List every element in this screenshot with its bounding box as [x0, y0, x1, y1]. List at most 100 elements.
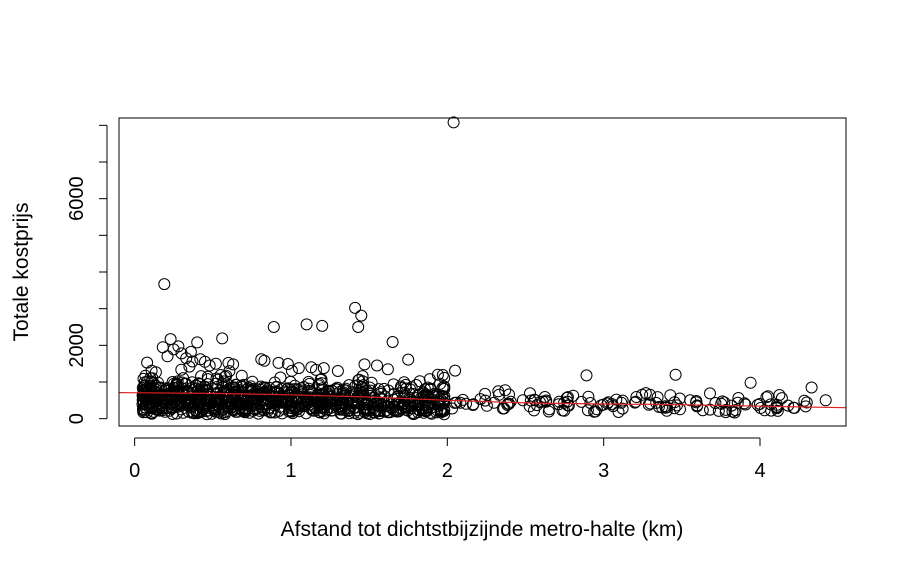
data-point — [208, 401, 221, 414]
data-point — [217, 375, 230, 388]
data-point — [201, 378, 214, 391]
x-axis: 0 1 2 3 4 — [129, 437, 766, 482]
plot-frame — [118, 117, 847, 427]
data-point — [313, 406, 326, 419]
x-tick-label: 4 — [754, 460, 765, 482]
data-point — [480, 399, 493, 412]
data-point — [450, 396, 463, 409]
data-point — [773, 389, 786, 401]
data-point — [272, 356, 285, 369]
data-point — [170, 407, 183, 420]
data-point — [144, 382, 157, 395]
data-point — [644, 397, 657, 410]
data-point — [161, 350, 174, 363]
y-tick-label: 2000 — [66, 323, 88, 368]
data-point — [244, 384, 257, 397]
data-point — [323, 385, 336, 398]
data-point — [410, 392, 423, 404]
data-point — [370, 404, 382, 417]
data-point — [299, 400, 311, 413]
y-tick-label: 0 — [66, 413, 88, 424]
data-point — [216, 332, 229, 345]
data-point — [386, 336, 399, 348]
data-point — [664, 389, 677, 402]
data-point — [230, 378, 243, 391]
data-point — [171, 388, 184, 401]
data-point — [434, 377, 447, 390]
data-point — [158, 389, 171, 402]
data-point — [438, 380, 451, 393]
data-point — [349, 401, 362, 414]
data-point — [185, 397, 198, 410]
data-point — [356, 370, 369, 383]
data-point — [339, 388, 352, 401]
data-point — [211, 394, 224, 407]
data-point — [787, 401, 800, 414]
data-point — [267, 321, 280, 333]
data-point — [262, 402, 275, 415]
y-axis-title: Totale kostprijs — [10, 203, 33, 342]
data-point — [356, 375, 369, 388]
data-point — [184, 345, 197, 358]
data-point — [203, 359, 216, 372]
data-point — [302, 375, 315, 388]
data-point — [291, 395, 304, 408]
data-point — [418, 399, 431, 412]
x-tick-label: 2 — [442, 460, 453, 482]
data-point — [581, 404, 594, 417]
data-point — [719, 406, 732, 419]
data-point — [762, 390, 774, 403]
x-tick-label: 0 — [129, 460, 140, 482]
data-point — [423, 373, 436, 386]
data-point — [659, 400, 672, 413]
data-point — [246, 375, 259, 388]
data-point — [760, 391, 773, 404]
data-point — [420, 405, 433, 417]
data-point — [313, 399, 326, 412]
data-point — [408, 407, 421, 420]
data-point — [242, 381, 255, 394]
data-point — [690, 395, 703, 407]
data-point — [195, 370, 208, 383]
data-point — [175, 363, 188, 376]
data-point — [400, 382, 413, 395]
data-point — [254, 383, 267, 396]
data-point — [227, 358, 240, 371]
data-point — [211, 386, 224, 399]
data-point — [651, 391, 664, 404]
y-axis: 0 2000 6000 — [66, 124, 108, 424]
data-point — [372, 383, 385, 396]
data-point — [179, 377, 191, 390]
data-point — [191, 336, 204, 349]
data-point — [764, 398, 777, 411]
data-point — [652, 400, 665, 413]
data-point — [616, 394, 629, 407]
data-point — [670, 399, 683, 412]
data-point — [644, 388, 657, 401]
x-axis-title: Afstand tot dichtstbijzijnde metro-halte… — [281, 518, 684, 541]
data-point — [281, 358, 294, 370]
data-point — [819, 394, 832, 407]
data-point — [691, 400, 703, 413]
data-point — [364, 384, 377, 397]
data-point — [371, 397, 384, 410]
data-point — [385, 402, 398, 415]
x-tick-label: 3 — [598, 460, 609, 482]
data-point — [358, 403, 371, 416]
data-point — [200, 405, 212, 418]
data-point — [223, 365, 236, 378]
data-point — [529, 394, 541, 407]
data-point — [201, 373, 214, 386]
data-point — [744, 376, 757, 389]
data-point — [612, 406, 625, 418]
data-point — [616, 402, 629, 415]
data-point — [528, 404, 540, 417]
data-point — [449, 364, 462, 377]
data-point — [630, 391, 643, 403]
data-point — [454, 396, 467, 409]
data-point — [301, 391, 313, 404]
data-point — [516, 394, 529, 407]
data-point — [447, 116, 460, 129]
